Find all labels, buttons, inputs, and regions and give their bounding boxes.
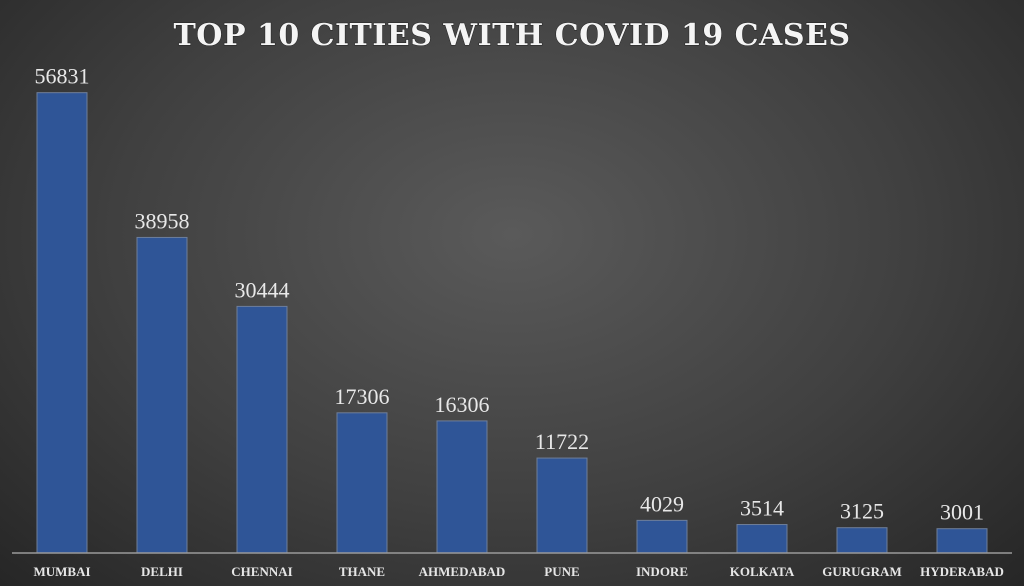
x-tick-label-pune: PUNE xyxy=(544,564,579,579)
x-tick-label-ahmedabad: AHMEDABAD xyxy=(419,564,506,579)
bar-hyderabad xyxy=(936,528,988,554)
data-label-ahmedabad: 16306 xyxy=(435,392,490,417)
x-tick-label-thane: THANE xyxy=(339,564,385,579)
x-tick-label-mumbai: MUMBAI xyxy=(33,564,90,579)
bar-indore xyxy=(636,519,688,554)
bar-delhi xyxy=(136,236,188,554)
x-tick-label-delhi: DELHI xyxy=(141,564,183,579)
bar-thane xyxy=(336,412,388,554)
data-label-chennai: 30444 xyxy=(235,277,290,302)
x-tick-label-indore: INDORE xyxy=(636,564,688,579)
bar-ahmedabad xyxy=(436,420,488,554)
bar-gurugram xyxy=(836,527,888,554)
data-label-mumbai: 56831 xyxy=(35,64,90,89)
x-tick-label-gurugram: GURUGRAM xyxy=(822,564,901,579)
bar-mumbai xyxy=(36,92,88,554)
bar-kolkata xyxy=(736,524,788,554)
x-tick-label-kolkata: KOLKATA xyxy=(730,564,795,579)
data-label-thane: 17306 xyxy=(335,384,390,409)
chart-title: TOP 10 CITIES WITH COVID 19 CASES xyxy=(173,18,850,53)
data-label-kolkata: 3514 xyxy=(740,496,784,521)
x-tick-label-hyderabad: HYDERABAD xyxy=(920,564,1004,579)
data-label-gurugram: 3125 xyxy=(840,499,884,524)
bar-pune xyxy=(536,457,588,554)
data-label-indore: 4029 xyxy=(640,491,684,516)
data-label-delhi: 38958 xyxy=(135,208,190,233)
data-label-pune: 11722 xyxy=(535,429,589,454)
bar-chennai xyxy=(236,305,288,554)
x-tick-label-chennai: CHENNAI xyxy=(231,564,292,579)
data-label-hyderabad: 3001 xyxy=(940,500,984,525)
